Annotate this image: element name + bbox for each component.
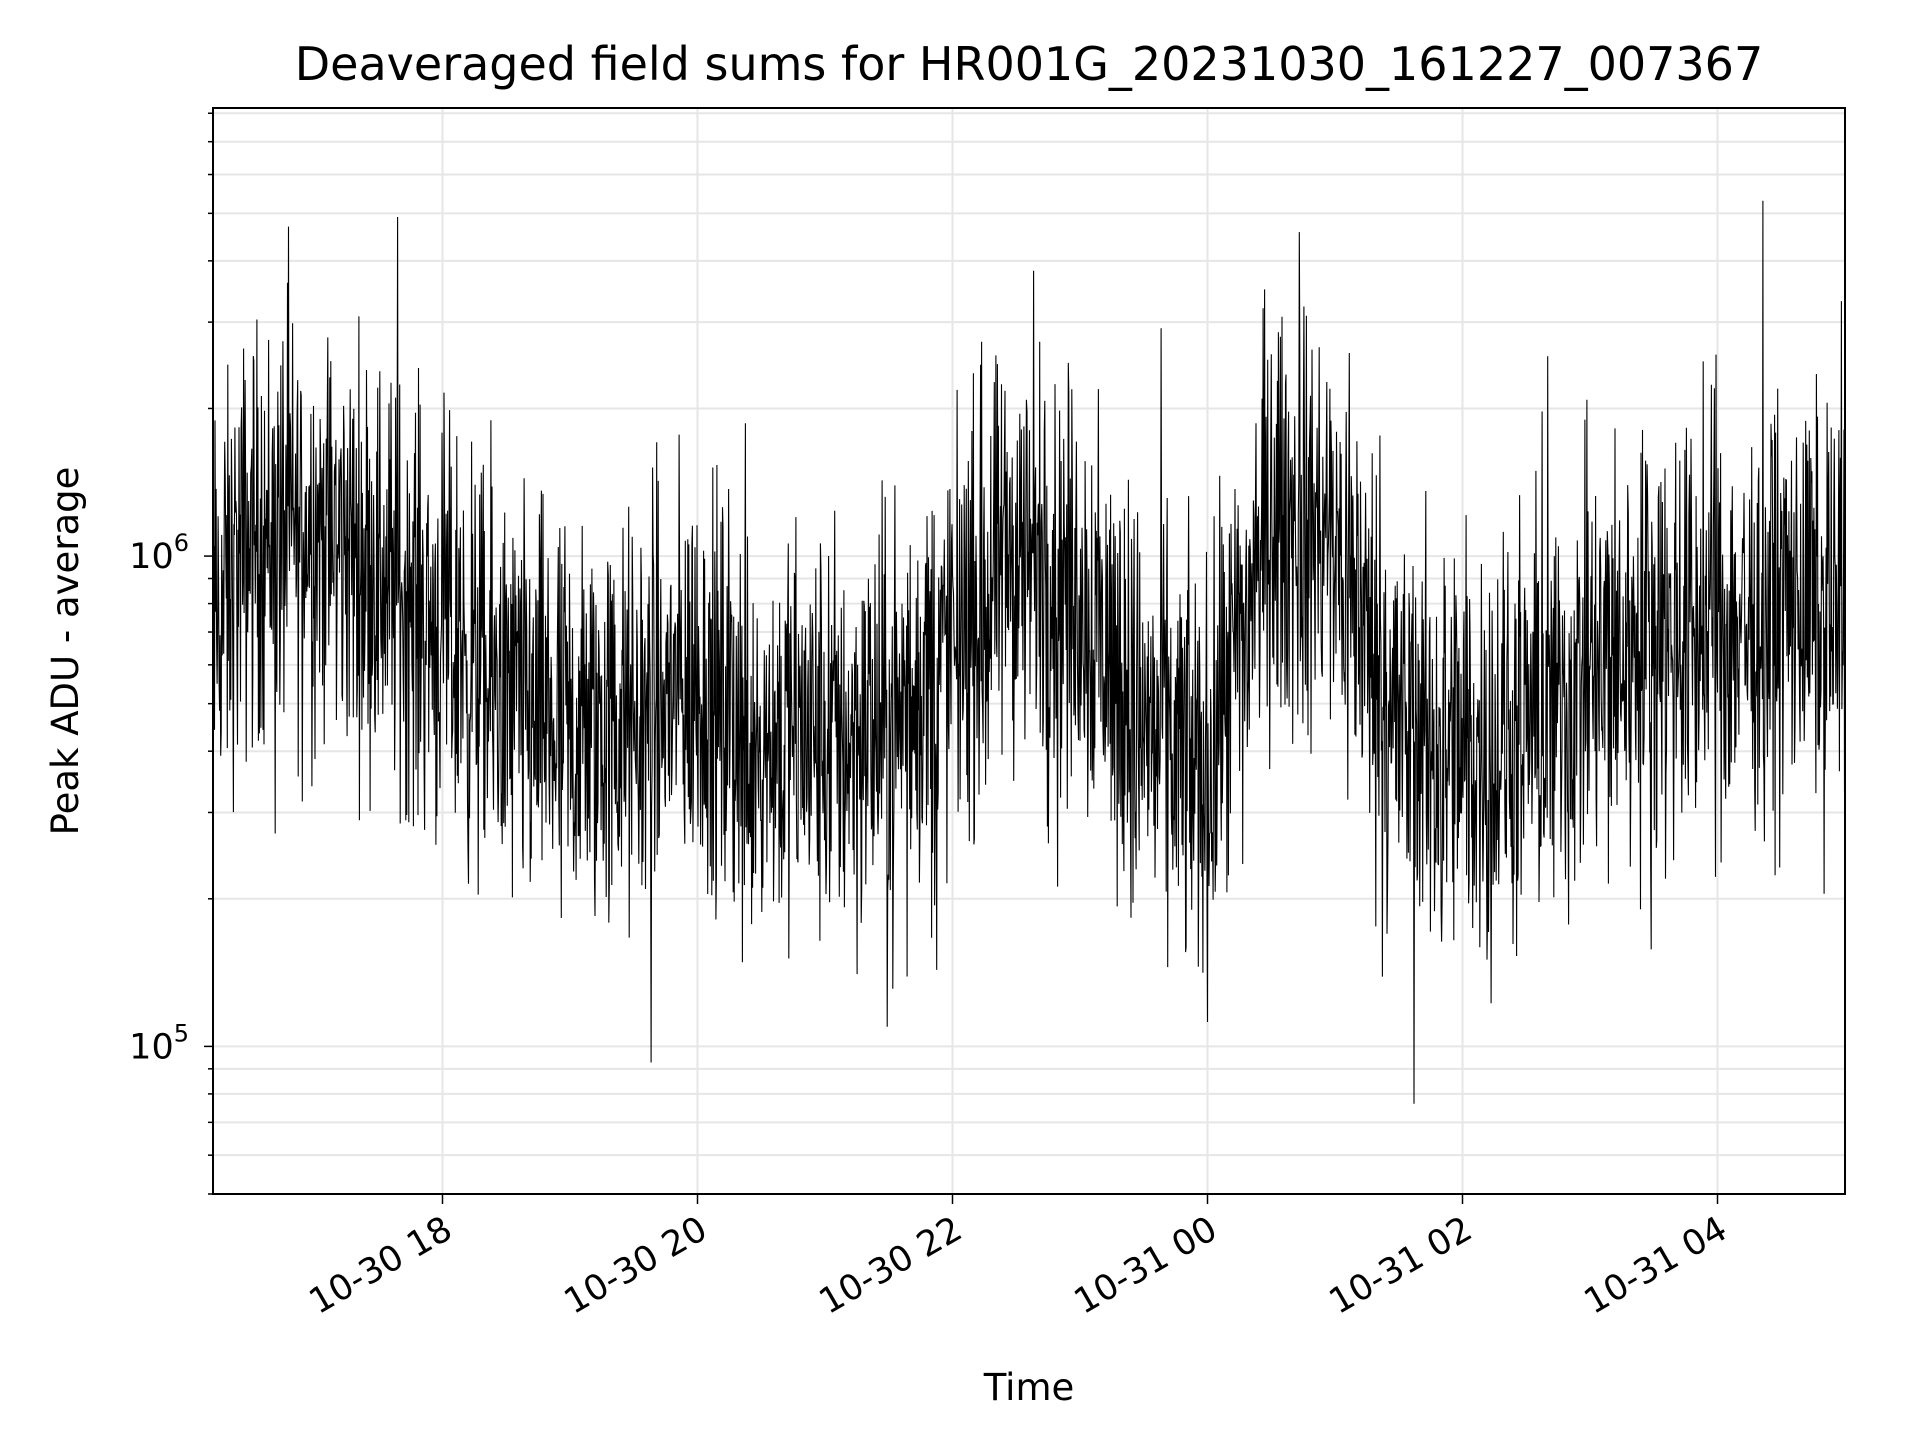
series-line — [212, 200, 1846, 1104]
y-axis-label: Peak ADU - average — [44, 467, 87, 836]
y-tick-label: 106 — [129, 529, 189, 577]
y-tick-label: 105 — [129, 1019, 189, 1067]
data-series — [212, 200, 1846, 1104]
chart-title: Deaveraged field sums for HR001G_2023103… — [295, 37, 1763, 91]
plot-frame — [212, 107, 1846, 1195]
x-axis-label: Time — [983, 1366, 1075, 1409]
